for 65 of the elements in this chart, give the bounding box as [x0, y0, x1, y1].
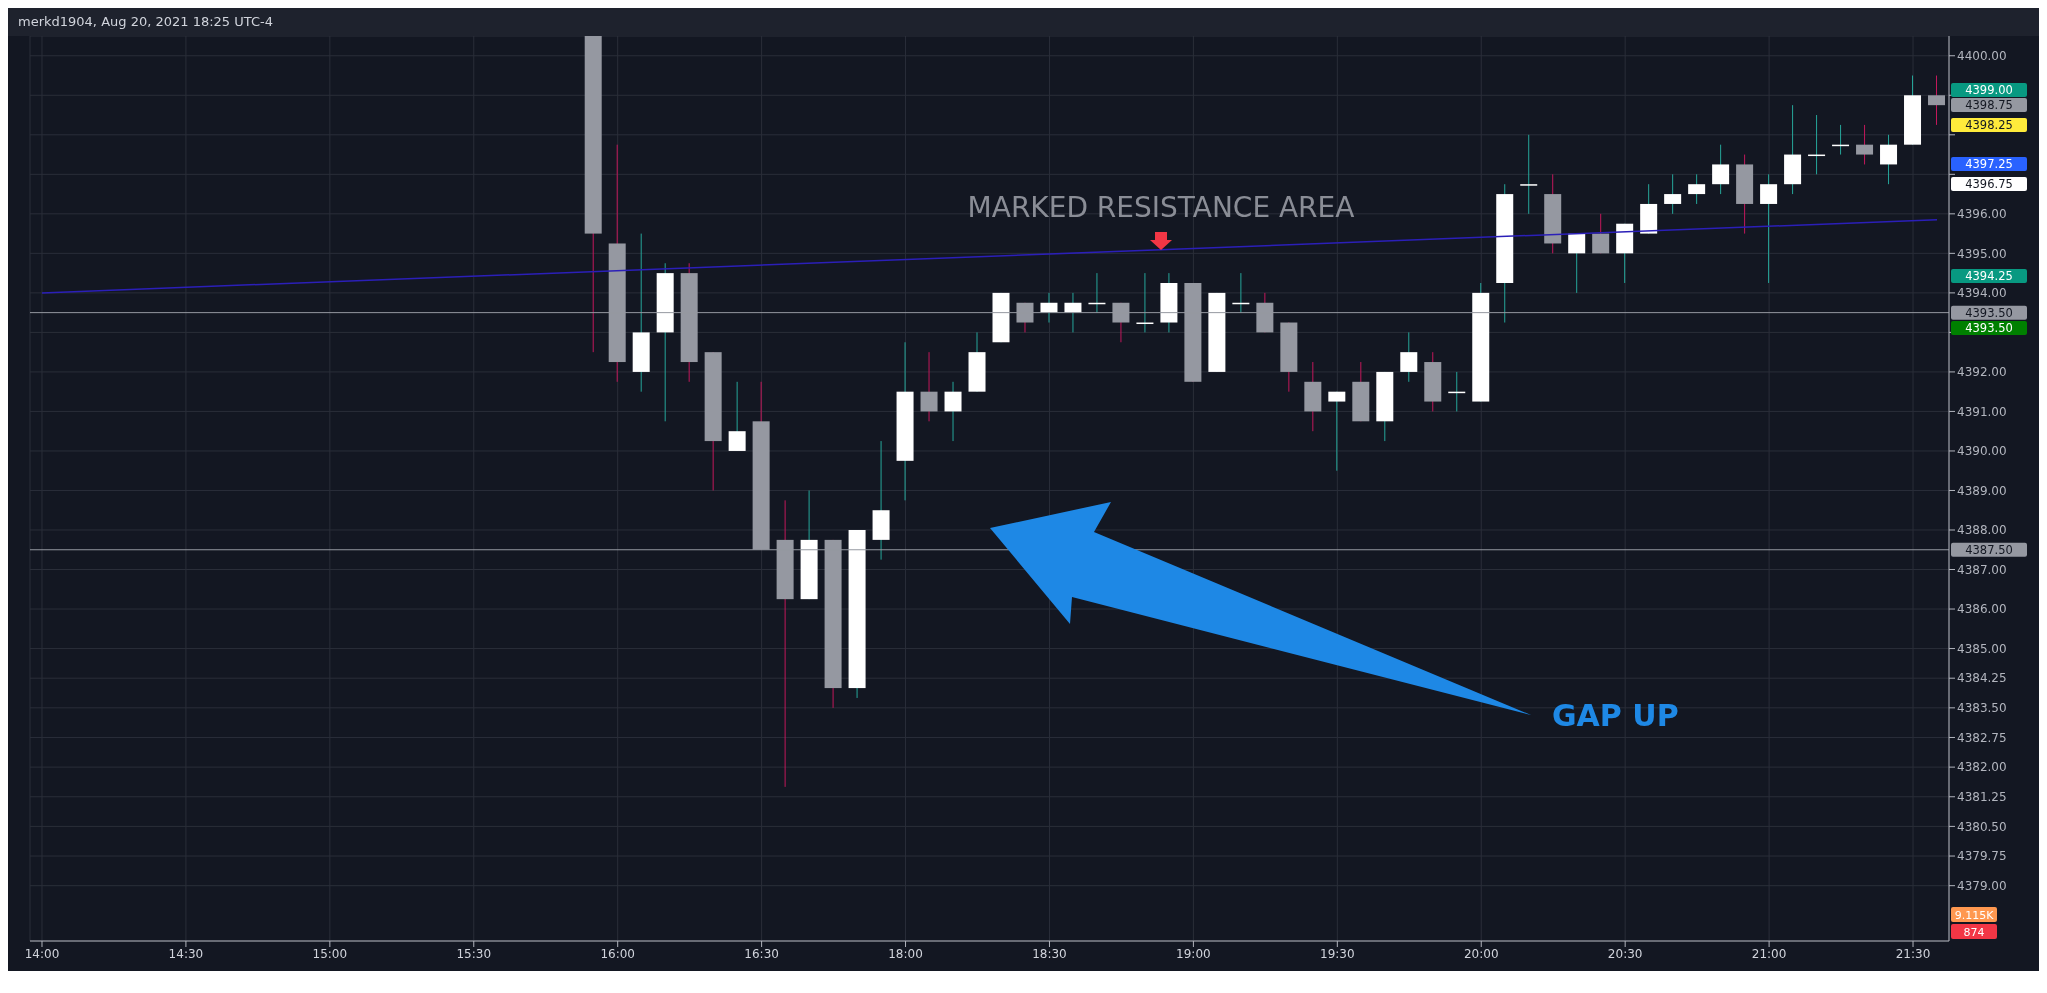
text: 9.115K — [1954, 908, 1995, 922]
candlestick — [1928, 75, 1946, 126]
candlestick — [728, 381, 746, 452]
y-tick-label: 4382.75 — [1957, 730, 2007, 745]
x-tick-label: 21:30 — [1895, 946, 1931, 961]
y-tick-label: 4400.00 — [1957, 49, 2007, 64]
y-tick-label: 4392.00 — [1957, 365, 2007, 380]
x-tick-label: 14:00 — [24, 946, 60, 961]
candlestick — [1760, 173, 1778, 284]
y-tick-label: 4389.00 — [1957, 483, 2007, 498]
candlestick — [1664, 173, 1682, 215]
annotation: MARKED RESISTANCE AREA — [967, 191, 1355, 224]
candlestick — [1064, 292, 1082, 333]
x-tick-label: 21:00 — [1751, 946, 1787, 961]
chart-title: merkd1904, Aug 20, 2021 18:25 UTC-4 — [18, 14, 274, 29]
candlestick — [1328, 391, 1346, 472]
candlestick — [1688, 173, 1706, 205]
x-tick-label: 16:00 — [600, 946, 635, 961]
x-tick-label: 16:30 — [744, 946, 779, 961]
candlestick — [1880, 134, 1898, 185]
text: 4396.75 — [1965, 177, 2013, 191]
candlestick — [920, 351, 938, 422]
y-tick-label: 4379.75 — [1957, 849, 2007, 864]
text: 4394.25 — [1965, 269, 2013, 283]
x-tick-label: 14:30 — [168, 946, 204, 961]
ref-line-label: 4393.50 — [1965, 305, 2013, 320]
y-tick-label: 4380.50 — [1957, 819, 2007, 834]
x-tick-label: 19:30 — [1320, 946, 1355, 961]
x-tick-label: 15:30 — [456, 946, 492, 961]
x-tick-label: 20:00 — [1463, 946, 1499, 961]
candlestick — [1040, 292, 1058, 324]
candlestick — [944, 381, 962, 442]
candlestick — [1568, 233, 1586, 294]
text: 4399.00 — [1965, 83, 2013, 97]
y-tick-label: 4390.00 — [1957, 444, 2007, 459]
candlestick — [1712, 144, 1730, 195]
y-tick-label: 4394.00 — [1957, 286, 2007, 301]
ref-line-label: 4387.50 — [1965, 542, 2013, 557]
x-tick-label: 20:30 — [1607, 946, 1643, 961]
y-tick-label: 4384.25 — [1957, 671, 2007, 686]
y-tick-label: 4396.00 — [1957, 207, 2007, 222]
y-tick-label: 4379.00 — [1957, 878, 2007, 893]
x-tick-label: 15:00 — [312, 946, 348, 961]
y-tick-label: 4386.00 — [1957, 602, 2007, 617]
text: 4393.50 — [1965, 321, 2013, 335]
y-tick-label: 4388.00 — [1957, 523, 2007, 538]
candlestick — [1592, 213, 1610, 254]
x-tick-label: 18:30 — [1032, 946, 1067, 961]
candlestick — [1856, 124, 1874, 165]
y-tick-label: 4383.50 — [1957, 701, 2007, 716]
candlestick — [1400, 331, 1418, 383]
y-tick-label: 4391.00 — [1957, 404, 2007, 419]
y-tick-label: 4381.25 — [1957, 790, 2007, 805]
y-tick-label: 4387.00 — [1957, 562, 2007, 577]
y-tick-label: 4385.00 — [1957, 641, 2007, 656]
x-tick-label: 18:00 — [888, 946, 923, 961]
x-tick-label: 19:00 — [1176, 946, 1211, 961]
text: 4398.75 — [1965, 98, 2013, 112]
annotation: GAP UP — [1552, 698, 1679, 733]
text: 874 — [1963, 925, 1985, 939]
text: 4397.25 — [1965, 157, 2013, 171]
text: 4398.25 — [1965, 118, 2013, 132]
y-tick-label: 4382.00 — [1957, 760, 2007, 775]
candlestick — [1520, 134, 1538, 215]
y-tick-label: 4395.00 — [1957, 246, 2007, 261]
